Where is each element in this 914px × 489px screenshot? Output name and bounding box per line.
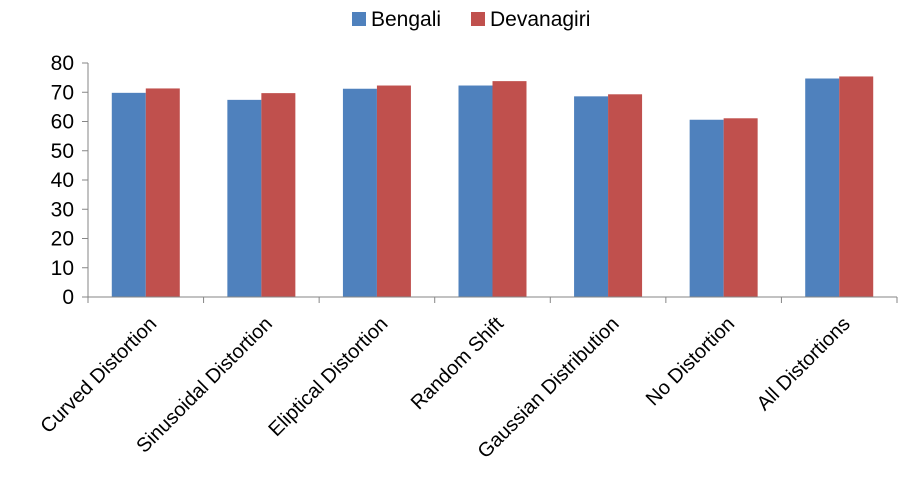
y-tick-label: 80 — [51, 52, 74, 75]
x-category-label: No Distortion — [642, 313, 739, 410]
bar-bengali — [689, 119, 724, 298]
bar-bengali — [227, 99, 262, 297]
y-tick-label: 0 — [62, 286, 74, 309]
y-tick-label: 10 — [51, 257, 74, 280]
legend-label: Bengali — [371, 8, 441, 31]
bar-bengali — [805, 78, 840, 297]
bar-devanagiri — [608, 94, 643, 297]
x-category-label: Eliptical Distortion — [265, 313, 393, 441]
x-category-label: Random Shift — [407, 313, 509, 415]
x-category-label: All Distortions — [753, 313, 855, 415]
bar-bengali — [111, 92, 146, 298]
y-tick-label: 60 — [51, 111, 74, 134]
legend-label: Devanagiri — [490, 8, 590, 31]
bar-devanagiri — [261, 93, 296, 297]
y-axis: 0 10 20 30 40 50 60 70 80 — [51, 52, 89, 309]
bar-devanagiri — [839, 76, 874, 297]
legend-swatch — [352, 12, 366, 26]
y-tick-label: 70 — [51, 81, 74, 104]
bar-devanagiri — [492, 81, 527, 297]
bars — [111, 76, 874, 298]
y-tick-label: 30 — [51, 198, 74, 221]
x-category-label: Curved Distortion — [37, 313, 162, 438]
bar-bengali — [574, 96, 609, 297]
y-tick-label: 40 — [51, 169, 74, 192]
bar-devanagiri — [723, 118, 758, 297]
bar-devanagiri — [376, 85, 411, 298]
legend: Bengali Devanagiri — [352, 8, 590, 31]
bar-devanagiri — [145, 88, 180, 297]
bar-bengali — [342, 88, 377, 298]
bar-bengali — [458, 85, 493, 298]
legend-swatch — [471, 12, 485, 26]
y-tick-label: 50 — [51, 140, 74, 163]
y-tick-label: 20 — [51, 228, 74, 251]
